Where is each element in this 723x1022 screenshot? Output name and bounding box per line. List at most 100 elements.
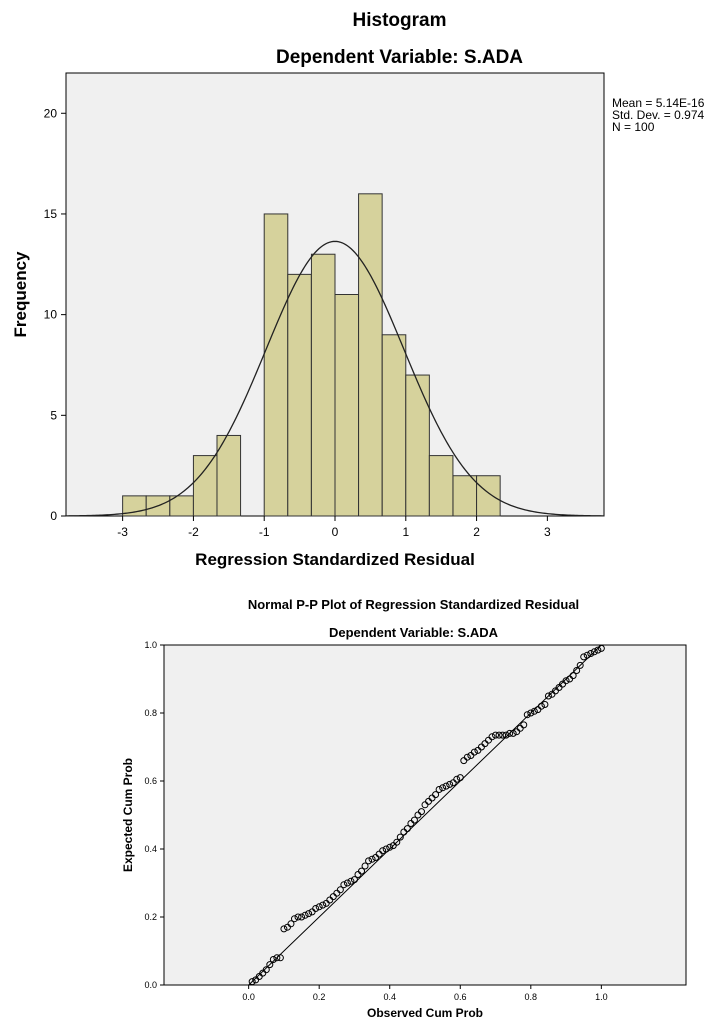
pp-point — [365, 857, 373, 865]
pp-point — [587, 650, 595, 657]
pp-point — [470, 748, 478, 756]
pp-point — [495, 731, 503, 739]
y-tick-label: 0.0 — [144, 980, 157, 990]
histogram-stats: Mean = 5.14E-16 Std. Dev. = 0.974 N = 10… — [612, 97, 704, 133]
pp-point — [340, 881, 348, 889]
x-tick-label: 1.0 — [595, 992, 608, 1002]
histogram-bar — [192, 455, 218, 517]
x-tick-label: 0.6 — [454, 992, 467, 1002]
normal-curve — [65, 240, 605, 517]
pp-point — [562, 677, 570, 685]
pp-point — [506, 729, 514, 737]
pp-point — [463, 753, 471, 761]
y-tick-label: 15 — [44, 207, 58, 221]
pp-point — [273, 954, 281, 962]
histogram-bar — [216, 434, 242, 517]
stat-std-dev: Std. Dev. = 0.974 — [612, 108, 705, 122]
pp-point — [266, 961, 274, 969]
x-tick-label: 2 — [473, 525, 480, 539]
pp-point — [248, 978, 256, 986]
pp-point — [492, 731, 500, 739]
pp-point — [291, 915, 298, 923]
pp-point — [386, 843, 394, 851]
pp-point — [410, 816, 418, 824]
pp-point — [343, 879, 351, 887]
x-tick-label: 0 — [332, 525, 339, 539]
pp-point — [294, 913, 302, 921]
pp-point — [315, 903, 323, 911]
pp-point — [298, 913, 306, 921]
pp-point — [509, 729, 517, 737]
histogram-bar — [381, 334, 407, 517]
histogram-title: Histogram — [352, 10, 447, 31]
x-tick-label: 3 — [544, 525, 551, 539]
pp-point — [502, 731, 510, 739]
y-tick-label: 20 — [44, 106, 58, 120]
pp-point — [453, 775, 461, 783]
y-tick-label: 1.0 — [144, 640, 157, 650]
histogram-bar — [310, 253, 336, 517]
y-tick-label: 0.4 — [144, 844, 157, 854]
y-tick-label: 0.6 — [144, 776, 157, 786]
pp-point — [523, 711, 531, 719]
pp-point — [435, 786, 443, 793]
pp-point — [439, 784, 447, 792]
pp-point — [456, 774, 464, 782]
pp-point — [312, 905, 320, 912]
stat-mean: Mean = 5.14E-16 — [612, 96, 705, 110]
pp-point — [358, 867, 366, 875]
stat-n: N = 100 — [612, 120, 655, 134]
pp-point — [583, 651, 591, 659]
pp-point — [350, 876, 358, 884]
pp-point — [541, 701, 549, 708]
pp-point — [576, 661, 584, 669]
pp-point — [262, 966, 270, 974]
pp-point — [530, 707, 538, 715]
pp-point — [396, 833, 404, 841]
pp-point — [573, 667, 581, 674]
y-tick-label: 5 — [50, 408, 57, 422]
histogram-bar — [428, 455, 454, 517]
histogram-chart: -3 -2 -1 0 1 2 3 0 5 10 15 20 Regression Standardize… — [11, 72, 605, 569]
pp-plot-subtitle: Dependent Variable: S.ADA — [328, 625, 499, 640]
histogram-bar — [287, 273, 312, 517]
x-tick-label: 0.8 — [525, 992, 538, 1002]
pp-y-axis-label: Expected Cum Prob — [121, 758, 135, 872]
pp-point — [368, 855, 376, 863]
pp-point — [544, 692, 552, 700]
x-tick-label: 0.2 — [313, 992, 326, 1002]
pp-point — [336, 886, 344, 894]
pp-point — [319, 901, 327, 909]
pp-point — [527, 709, 535, 717]
pp-point — [499, 731, 507, 739]
pp-point — [417, 808, 425, 816]
x-tick-label: -2 — [188, 525, 199, 539]
pp-point — [597, 644, 605, 652]
pp-point — [393, 838, 401, 846]
pp-point — [347, 877, 355, 885]
histogram-subtitle: Dependent Variable: S.ADA — [275, 47, 524, 68]
pp-point — [301, 911, 309, 919]
pp-point — [590, 648, 598, 656]
pp-point — [432, 791, 440, 799]
histogram-y-axis-label: Frequency — [11, 251, 30, 338]
pp-point — [379, 847, 387, 855]
histogram-bar — [358, 193, 383, 517]
x-tick-label: -1 — [259, 525, 270, 539]
pp-point — [442, 782, 450, 790]
x-tick-label: 1 — [402, 525, 409, 539]
pp-point — [287, 920, 295, 928]
histogram-x-axis-label: Regression Standardized Residual — [195, 550, 475, 569]
x-tick-label: -3 — [117, 525, 128, 539]
x-tick-label: 0.0 — [242, 992, 255, 1002]
pp-point — [403, 825, 411, 833]
pp-plot-chart: 0.0 0.2 0.4 0.6 0.8 1.0 0.0 0.2 0.4 0.6 0.8 1.0 Obse… — [121, 640, 687, 1020]
pp-x-axis-label: Observed Cum Prob — [367, 1006, 483, 1020]
pp-point — [280, 925, 288, 933]
y-tick-label: 0 — [50, 509, 57, 523]
histogram-bar — [405, 374, 430, 517]
y-tick-label: 10 — [44, 308, 58, 322]
histogram-bar — [334, 294, 360, 517]
x-tick-label: 0.4 — [383, 992, 396, 1002]
